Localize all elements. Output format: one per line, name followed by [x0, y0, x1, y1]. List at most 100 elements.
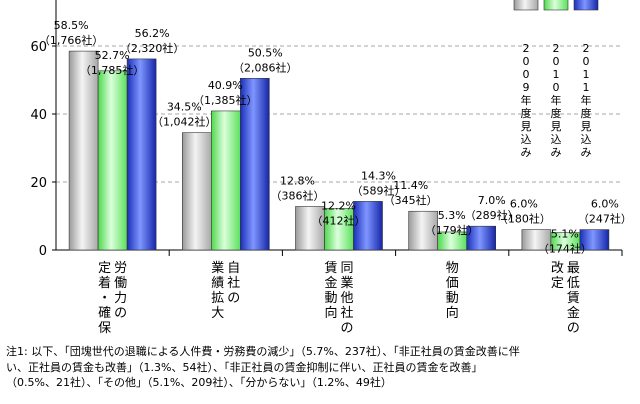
data-label: 14.3% [361, 169, 396, 182]
category-label-char: 向 [446, 305, 459, 321]
category-label-char: 保 [98, 321, 111, 336]
legend-label-char: 0 [523, 68, 530, 81]
data-label: （1,785社） [80, 63, 145, 77]
category-label-char: ・ [98, 291, 111, 306]
category-label-char: 確 [98, 305, 111, 321]
legend-label-char: 2 [553, 42, 560, 55]
data-label: （2,320社） [120, 41, 185, 55]
legend-label-char: み [581, 146, 592, 159]
category-label-char: 力 [114, 291, 127, 306]
category-label-char: 働 [114, 276, 127, 291]
data-label: 56.2% [135, 27, 170, 40]
legend-label-char: 1 [583, 68, 590, 81]
category-label-char: 動 [324, 291, 337, 306]
legend-label-char: 度 [521, 106, 532, 120]
y-tick-label: 20 [30, 176, 47, 191]
category-label-char: 金 [567, 305, 580, 321]
category-label-char: 低 [567, 276, 580, 291]
bar [295, 206, 325, 251]
y-tick-label: 40 [30, 108, 47, 123]
category-label-char: 物 [446, 261, 459, 276]
legend-label-char: 9 [523, 81, 530, 94]
category-label-char: の [340, 321, 353, 336]
legend-label-char: 度 [551, 106, 562, 120]
bar [353, 201, 383, 251]
category-label-char: 大 [211, 306, 224, 321]
footnote: 注1: 以下、「団塊世代の退職による人件費・労務費の減少」（5.7%、237社）… [6, 344, 636, 391]
category-label-char: 他 [340, 291, 353, 306]
category-label-char: 金 [324, 275, 337, 291]
bar [240, 78, 270, 251]
category-label-char: の [227, 291, 240, 306]
data-label: （1,385社） [193, 93, 258, 107]
data-label: 50.5% [248, 46, 283, 59]
data-label: （180社） [497, 212, 551, 226]
category-label-char: 労 [114, 261, 127, 276]
category-label-char: 向 [324, 305, 337, 321]
category-label-char: 同 [340, 261, 353, 276]
category-label-char: 着 [98, 275, 111, 291]
bars [68, 50, 610, 251]
legend-label-char: 年 [581, 93, 592, 107]
data-label: 40.9% [208, 79, 243, 92]
category-label-char: 自 [227, 261, 240, 276]
category-label-char: 改 [551, 261, 564, 276]
legend-swatch [573, 0, 599, 11]
legend-label-char: 0 [553, 55, 560, 68]
legend-label-char: 見 [551, 120, 562, 133]
bar [97, 70, 128, 251]
bar [68, 50, 99, 251]
footnote-line: 注1: 以下、「団塊世代の退職による人件費・労務費の減少」（5.7%、237社）… [6, 345, 520, 358]
legend-label-char: 込 [551, 133, 562, 146]
data-label: （412社） [312, 213, 366, 227]
category-label-char: 賃 [324, 261, 337, 276]
data-label: 5.3% [438, 209, 466, 222]
data-label: 12.2% [321, 199, 356, 212]
bar [324, 208, 354, 251]
legend-label-char: 見 [521, 120, 532, 133]
data-label: （1,766社） [39, 33, 104, 47]
bar [182, 132, 212, 251]
data-label: 52.7% [95, 49, 130, 62]
data-label: 12.8% [280, 174, 315, 187]
data-label: 6.0% [591, 198, 619, 211]
category-label-char: 業 [211, 260, 224, 276]
data-label: 5.1% [551, 228, 579, 241]
footnote-line: い、正社員の賃金も改善」（1.3%、54社）、「非正社員の賃金抑制に伴い、正社員… [6, 360, 483, 374]
category-label-char: 定 [551, 276, 564, 291]
legend-label-char: 2 [523, 42, 530, 55]
legend-label-char: み [551, 146, 562, 159]
legend-label-char: 1 [583, 81, 590, 94]
bar [408, 210, 439, 251]
bar [579, 229, 610, 251]
y-tick-label: 60 [30, 40, 47, 55]
data-label: （345社） [384, 193, 438, 207]
y-tick-label: 0 [39, 244, 47, 259]
data-label: 7.0% [478, 194, 506, 207]
category-label-char: 定 [98, 261, 111, 276]
category-label-char: 社 [227, 275, 240, 291]
legend-label-char: 年 [521, 93, 532, 107]
category-label-char: 業 [340, 275, 353, 291]
bar [211, 110, 241, 251]
data-label: 11.4% [393, 179, 428, 192]
data-label: 6.0% [510, 198, 538, 211]
category-label-char: 社 [340, 305, 353, 321]
category-label-char: 最 [567, 261, 580, 276]
legend-label-char: 年 [551, 93, 562, 107]
data-label: 58.5% [54, 19, 89, 32]
legend-label-char: 込 [581, 133, 592, 146]
data-label: （179社） [425, 223, 479, 237]
data-label: （386社） [271, 188, 325, 202]
legend-label-char: 2 [583, 42, 590, 55]
legend-label-char: 見 [581, 120, 592, 133]
legend-label-char: 0 [583, 55, 590, 68]
category-label-char: 賃 [567, 291, 580, 306]
category-label-char: 価 [446, 276, 459, 291]
data-label: （247社） [578, 212, 632, 226]
category-label-char: 動 [446, 291, 459, 306]
data-label: （289社） [465, 208, 519, 222]
